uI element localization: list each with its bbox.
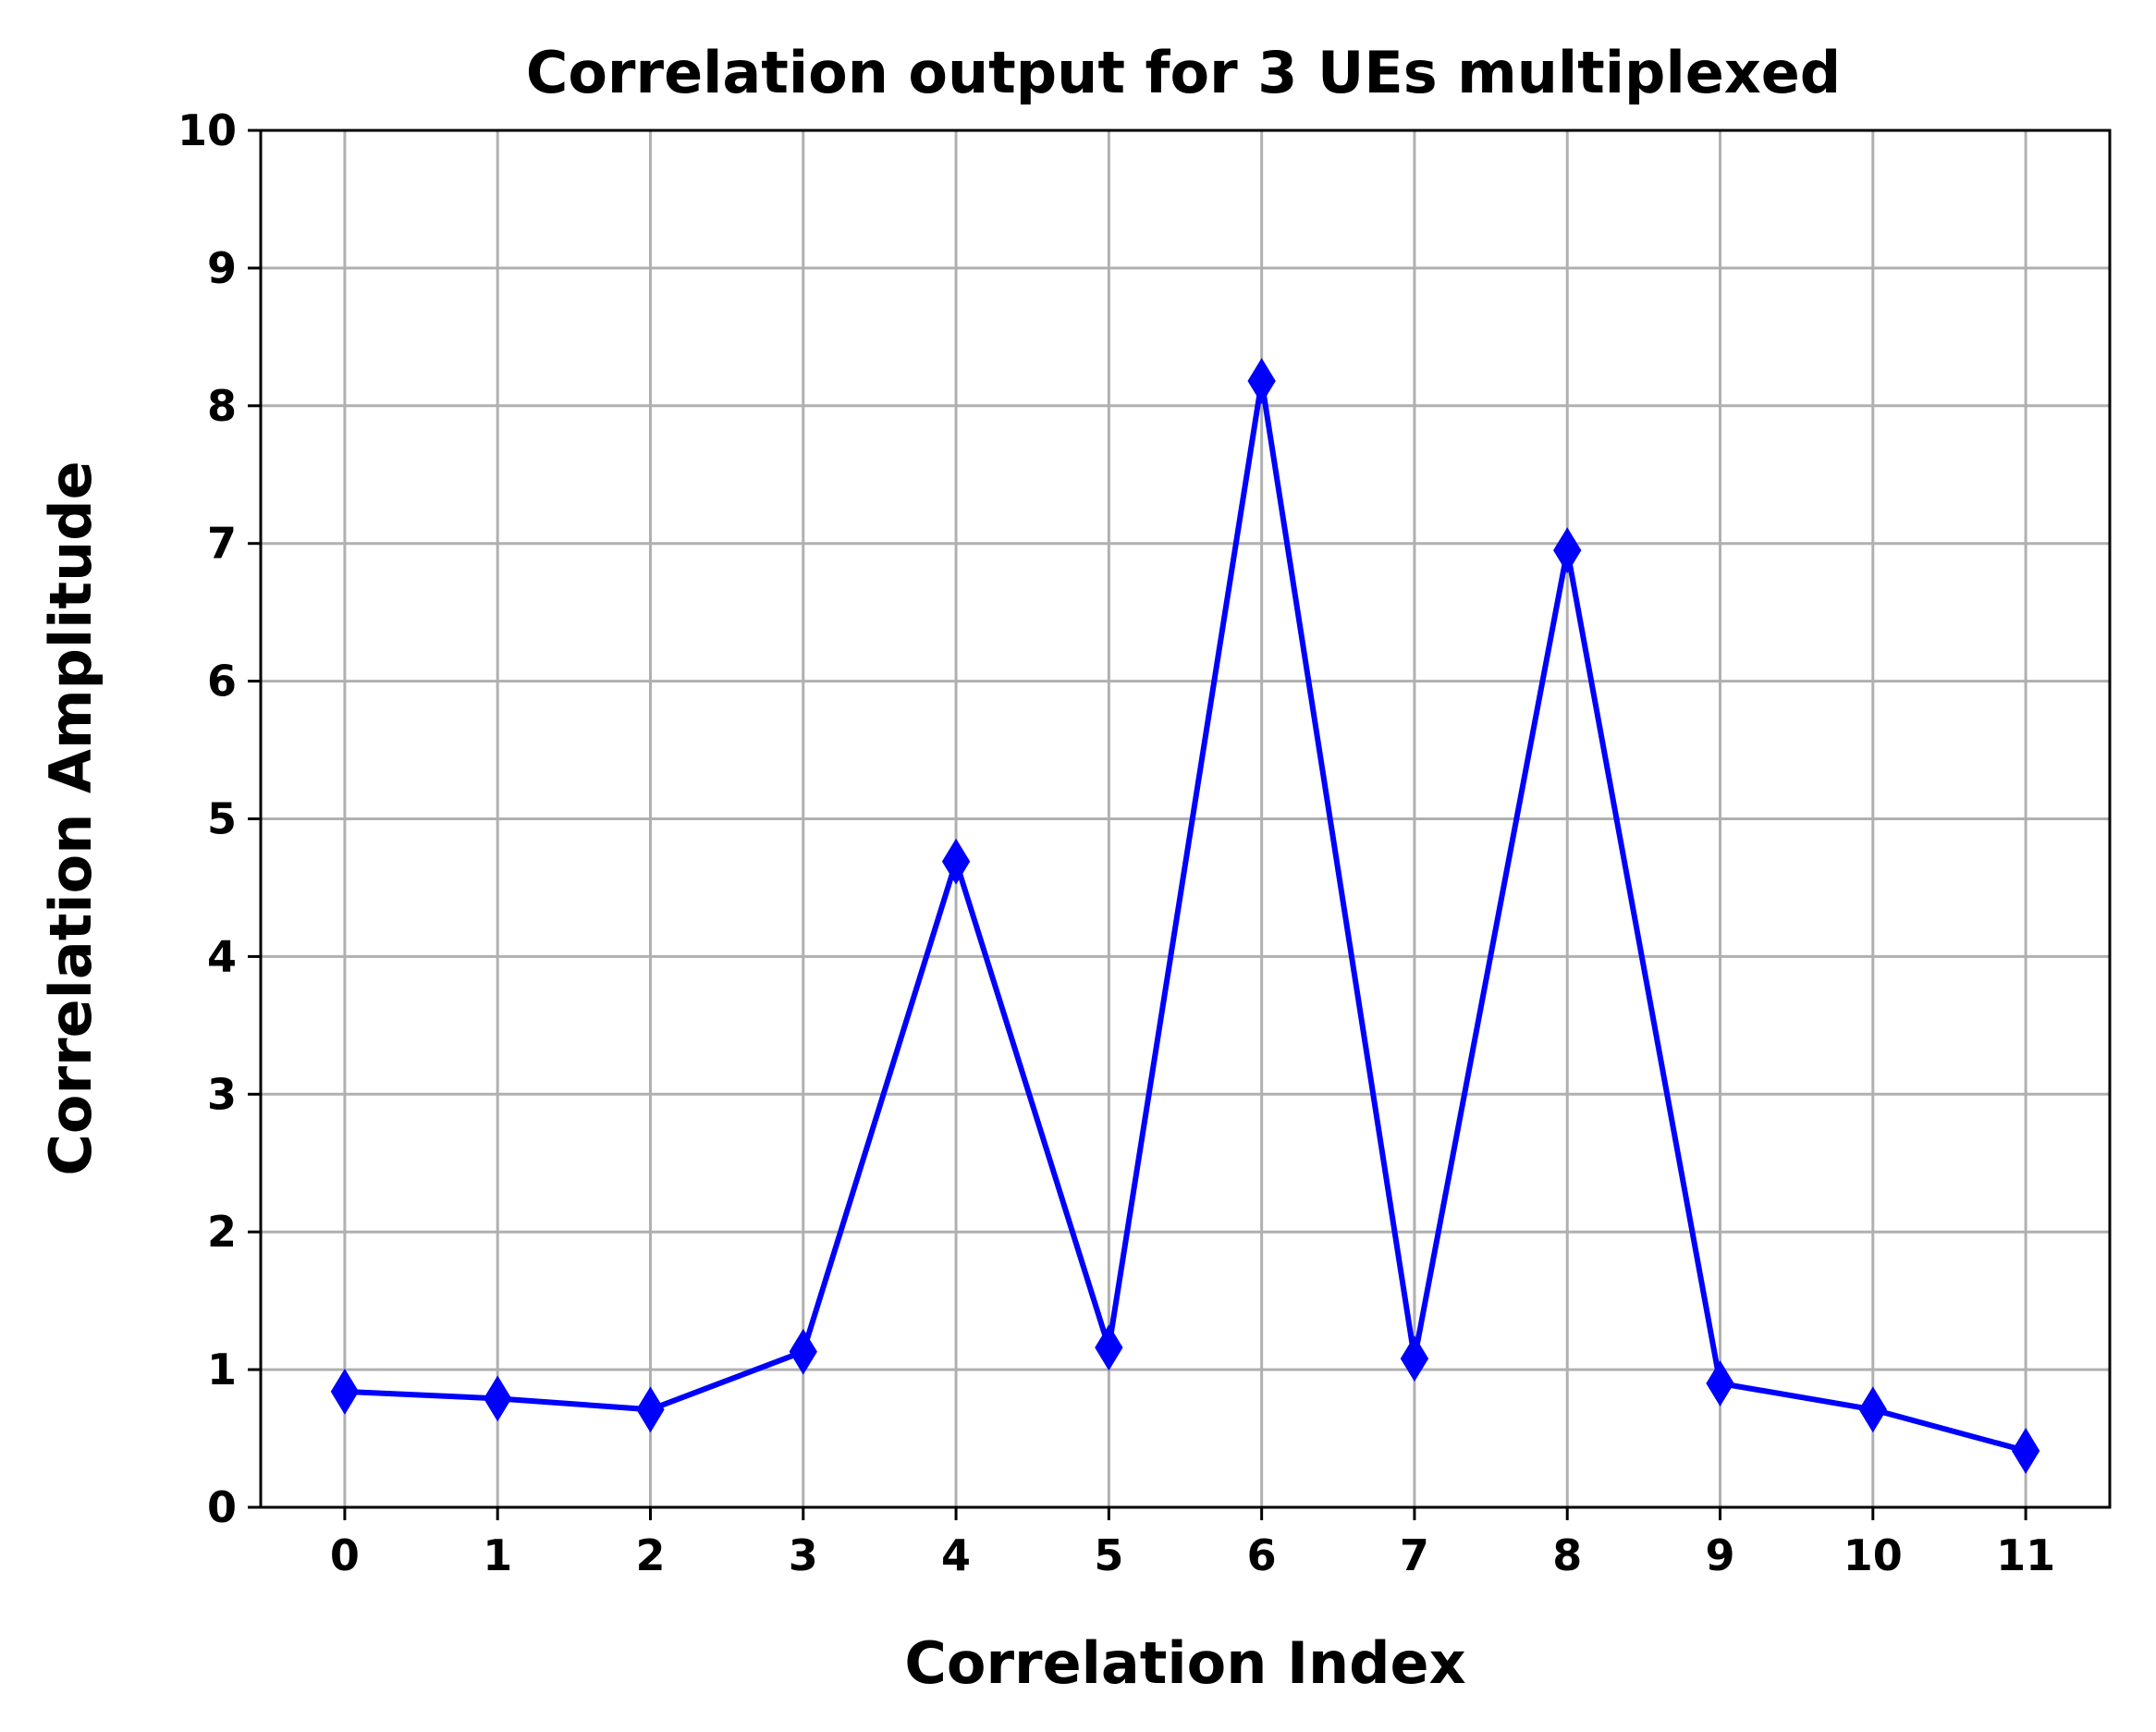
- y-tick-label: 0: [207, 1482, 237, 1532]
- data-point-marker: [1400, 1335, 1429, 1382]
- series-line: [344, 380, 2027, 1454]
- data-point-marker: [1095, 1324, 1123, 1371]
- data-point-marker: [789, 1328, 817, 1375]
- y-tick-label: 6: [207, 657, 237, 706]
- y-tick-label: 7: [207, 519, 237, 569]
- y-tick-label: 4: [207, 931, 237, 981]
- x-tick-label: 7: [1400, 1530, 1429, 1580]
- data-point-marker: [484, 1375, 512, 1422]
- grid: [261, 129, 2110, 1509]
- y-tick-label: 3: [207, 1069, 237, 1119]
- x-tick-label: 6: [1247, 1530, 1277, 1580]
- data-point-marker: [636, 1386, 665, 1433]
- data-point-marker: [1247, 358, 1276, 404]
- x-tick-label: 9: [1706, 1530, 1735, 1580]
- data-point-marker: [330, 1369, 360, 1415]
- x-tick-label: 8: [1552, 1530, 1582, 1580]
- chart-title: Correlation output for 3 UEs multiplexed: [526, 39, 1841, 106]
- data-point-marker: [1858, 1386, 1887, 1433]
- x-tick-label: 4: [941, 1530, 971, 1580]
- series: [330, 358, 2040, 1474]
- y-tick-label: 8: [207, 381, 237, 431]
- y-tick-label: 1: [207, 1345, 237, 1394]
- data-point-marker: [1553, 527, 1582, 574]
- data-point-marker: [2011, 1428, 2040, 1474]
- plot-frame: [259, 129, 2112, 1509]
- x-tick-label: 1: [483, 1530, 512, 1580]
- x-tick-label: 0: [330, 1530, 360, 1580]
- x-tick-label: 3: [789, 1530, 818, 1580]
- x-axis-label: Correlation Index: [904, 1629, 1465, 1697]
- x-tick-label: 11: [1996, 1530, 2055, 1580]
- x-tick-label: 2: [635, 1530, 665, 1580]
- data-point-marker: [941, 838, 971, 885]
- y-tick-label: 10: [178, 105, 237, 155]
- data-point-marker: [1706, 1360, 1734, 1406]
- y-axis-label: Correlation Amplitude: [37, 461, 104, 1175]
- axis-ticks: 0 1 2 3 4 5 6 7 8 9 10 11 0 1 2 3 4 5 6 7 8 9 10: [178, 105, 2055, 1580]
- y-tick-label: 9: [207, 243, 237, 293]
- x-tick-label: 10: [1844, 1530, 1903, 1580]
- y-tick-label: 2: [207, 1207, 237, 1257]
- y-tick-label: 5: [207, 794, 237, 844]
- x-tick-label: 5: [1094, 1530, 1123, 1580]
